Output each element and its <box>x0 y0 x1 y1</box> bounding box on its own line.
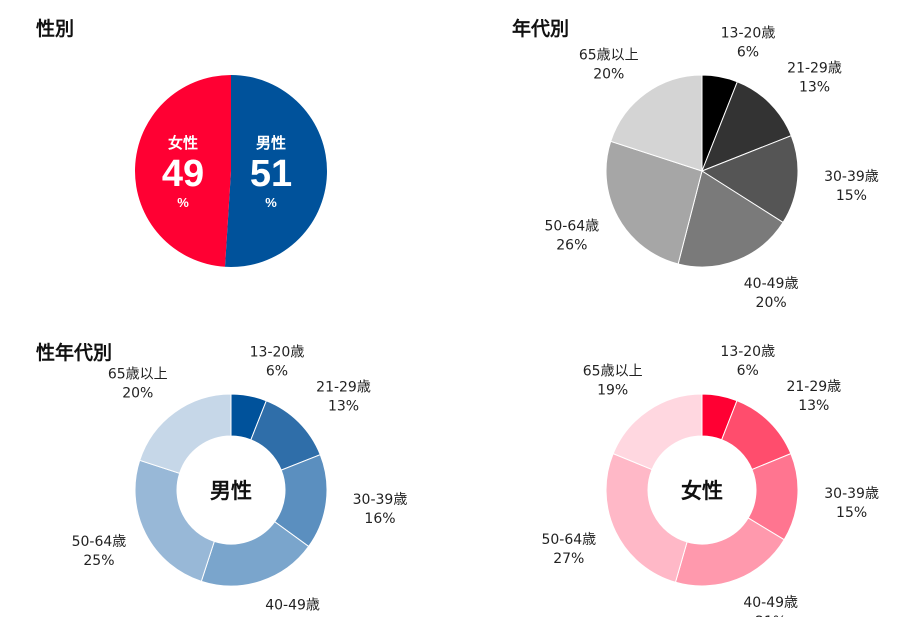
female-category-label-3: 40-49歳 <box>743 595 798 611</box>
female-category-label-5: 65歳以上 <box>583 364 643 380</box>
male-value-label-0: 6% <box>266 363 288 379</box>
gender-slice-1 <box>134 75 231 267</box>
male-category-label-5: 65歳以上 <box>108 366 168 382</box>
male-category-label-0: 13-20歳 <box>250 344 305 360</box>
female-value-label-4: 27% <box>553 551 584 567</box>
male-slice-5 <box>139 393 232 474</box>
female-slice-4 <box>605 452 688 583</box>
age-slice-1 <box>701 81 792 172</box>
male-value-label-1: 13% <box>328 398 359 414</box>
female-category-label-1: 21-29歳 <box>786 379 841 395</box>
gender-value-label-0: 51 <box>250 153 292 195</box>
age-value-label-5: 20% <box>593 66 624 82</box>
age-category-label-3: 40-49歳 <box>744 276 799 292</box>
female-category-label-4: 50-64歳 <box>541 532 596 548</box>
female-value-label-0: 6% <box>737 363 759 379</box>
female-category-label-0: 13-20歳 <box>720 344 775 360</box>
female-slice-5 <box>612 393 703 471</box>
gender-panel-title: 性別 <box>36 18 75 40</box>
gender-category-label-0: 男性 <box>256 134 286 152</box>
age-value-label-2: 15% <box>836 188 867 204</box>
age-chart: 13-20歳 6% 21-29歳 13% 30-39歳 15% 40-49歳 20% 50-64… <box>544 25 878 311</box>
male-category-label-2: 30-39歳 <box>353 492 408 508</box>
male-center-label: 男性 <box>210 479 252 503</box>
female-value-label-1: 13% <box>798 398 829 414</box>
female-center-label: 女性 <box>681 479 723 503</box>
male-category-label-4: 50-64歳 <box>72 534 127 550</box>
age-value-label-4: 26% <box>556 238 587 254</box>
female-chart: 13-20歳 6% 21-29歳 13% 30-39歳 15% 40-49歳 21% 50-64… <box>541 344 879 617</box>
age-value-label-0: 6% <box>737 44 759 60</box>
age-category-label-5: 65歳以上 <box>579 47 639 63</box>
gender-unit-label-1: % <box>177 195 189 210</box>
male-category-label-3: 40-49歳 <box>265 598 320 614</box>
gender-category-label-1: 女性 <box>168 134 198 152</box>
male-value-label-5: 20% <box>122 385 153 401</box>
age-category-label-4: 50-64歳 <box>544 219 599 235</box>
gender-age-panel-title: 性年代別 <box>36 342 113 364</box>
gender-slice-0 <box>224 75 327 267</box>
age-value-label-1: 13% <box>799 79 830 95</box>
female-value-label-2: 15% <box>836 505 867 521</box>
gender-value-label-1: 49 <box>162 153 204 195</box>
age-panel-title: 年代別 <box>512 18 570 40</box>
female-category-label-2: 30-39歳 <box>824 486 879 502</box>
male-slice-4 <box>134 459 215 582</box>
female-value-label-3: 21% <box>755 614 786 617</box>
age-value-label-3: 20% <box>756 295 787 311</box>
age-category-label-1: 21-29歳 <box>787 60 842 76</box>
female-value-label-5: 19% <box>597 383 628 399</box>
age-slice-2 <box>700 135 799 224</box>
male-category-label-1: 21-29歳 <box>316 379 371 395</box>
age-category-label-2: 30-39歳 <box>824 169 879 185</box>
age-category-label-0: 13-20歳 <box>721 25 776 41</box>
male-value-label-2: 16% <box>364 511 395 527</box>
gender-unit-label-0: % <box>265 195 277 210</box>
age-slice-4 <box>605 140 703 265</box>
age-slice-5 <box>610 74 703 172</box>
male-chart: 13-20歳 6% 21-29歳 13% 30-39歳 16% 40-49歳 20% 50-64… <box>72 344 408 617</box>
male-value-label-4: 25% <box>83 553 114 569</box>
age-slice-3 <box>677 170 784 268</box>
